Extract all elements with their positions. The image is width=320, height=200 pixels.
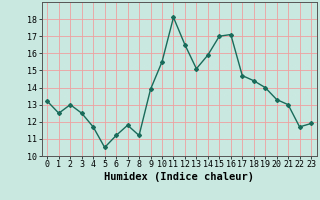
- X-axis label: Humidex (Indice chaleur): Humidex (Indice chaleur): [104, 172, 254, 182]
